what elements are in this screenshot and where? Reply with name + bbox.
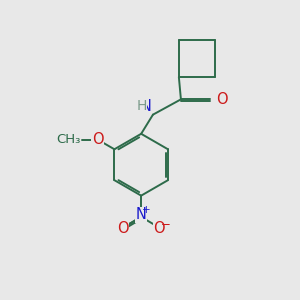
Text: O: O [117, 220, 129, 236]
Text: O: O [154, 220, 165, 236]
Text: H: H [136, 99, 147, 113]
Text: +: + [142, 206, 151, 215]
Text: O: O [216, 92, 227, 107]
Text: O: O [92, 132, 103, 147]
Text: CH₃: CH₃ [56, 133, 80, 146]
Text: N: N [141, 99, 152, 114]
Text: N: N [136, 207, 147, 222]
Text: −: − [160, 218, 170, 231]
